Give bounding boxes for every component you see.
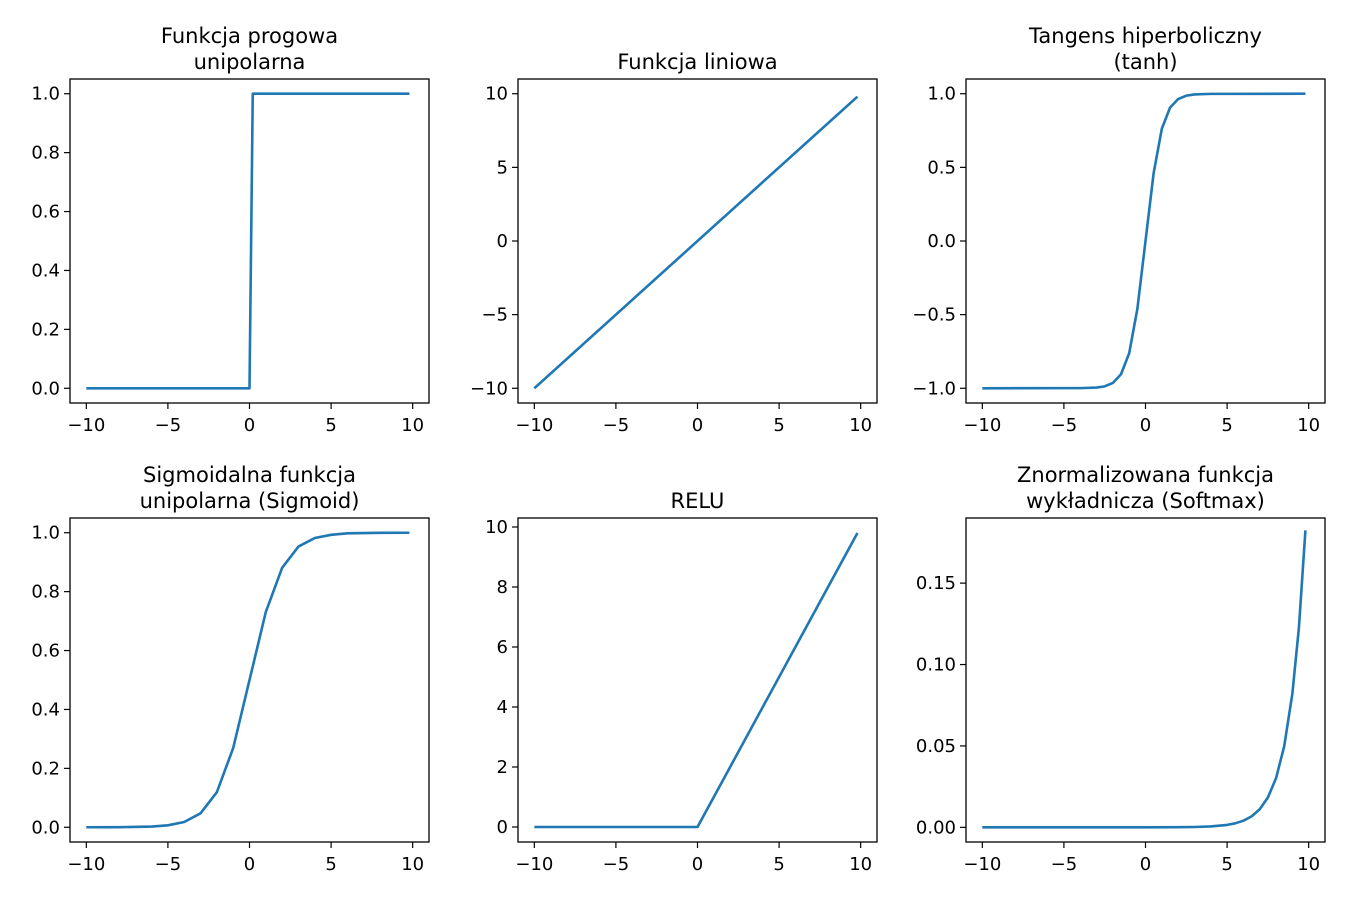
x-tick-label: 0 bbox=[244, 415, 255, 436]
y-tick-label: −5 bbox=[481, 305, 508, 326]
axes-frame bbox=[69, 517, 430, 843]
x-tick-label: −10 bbox=[67, 854, 105, 875]
y-tick-label: 0.2 bbox=[31, 758, 60, 779]
y-tick-label: 10 bbox=[485, 517, 508, 538]
y-tick-label: 0.05 bbox=[916, 736, 956, 757]
axes-frame bbox=[965, 517, 1326, 843]
y-tick-label: 1.0 bbox=[31, 523, 60, 544]
subplot-title: unipolarna bbox=[194, 50, 306, 74]
x-tick-label: 0 bbox=[244, 854, 255, 875]
axes-frame bbox=[69, 78, 430, 404]
subplot-title: Sigmoidalna funkcja bbox=[143, 463, 356, 487]
x-tick-label: −5 bbox=[155, 854, 182, 875]
x-tick-label: −5 bbox=[155, 415, 182, 436]
y-tick-label: 0.8 bbox=[31, 582, 60, 603]
series-line bbox=[86, 92, 410, 390]
x-tick-label: 10 bbox=[849, 415, 872, 436]
y-tick-label: 10 bbox=[485, 84, 508, 105]
y-tick-label: −10 bbox=[470, 378, 508, 399]
y-tick-label: 5 bbox=[497, 157, 508, 178]
subplot-title: Znormalizowana funkcja bbox=[1017, 463, 1274, 487]
y-tick-label: 4 bbox=[497, 697, 508, 718]
x-tick-label: −5 bbox=[603, 415, 630, 436]
y-tick-label: 6 bbox=[497, 637, 508, 658]
x-tick-label: 10 bbox=[849, 854, 872, 875]
series-line bbox=[533, 95, 859, 390]
y-tick-label: 0.4 bbox=[31, 260, 60, 281]
axes-frame bbox=[965, 78, 1326, 404]
y-tick-label: −0.5 bbox=[912, 305, 956, 326]
y-tick-label: 1.0 bbox=[927, 84, 956, 105]
x-tick-label: −10 bbox=[515, 854, 553, 875]
subplot-title: Funkcja liniowa bbox=[617, 50, 777, 74]
y-tick-label: 0.15 bbox=[916, 573, 956, 594]
x-tick-label: 0 bbox=[692, 854, 703, 875]
y-tick-label: 0 bbox=[497, 231, 508, 252]
x-tick-label: 0 bbox=[692, 415, 703, 436]
x-tick-label: 10 bbox=[1297, 854, 1320, 875]
y-tick-label: 0.5 bbox=[927, 157, 956, 178]
x-tick-label: −10 bbox=[515, 415, 553, 436]
y-tick-label: 0.8 bbox=[31, 143, 60, 164]
x-tick-label: 5 bbox=[773, 415, 784, 436]
y-tick-label: 2 bbox=[497, 757, 508, 778]
subplot-5: RELU −10 −5 0 5 10 0 2 4 6 8 10 bbox=[485, 489, 878, 875]
series-line bbox=[86, 531, 410, 829]
y-tick-label: 0.00 bbox=[916, 817, 956, 838]
subplot-title: unipolarna (Sigmoid) bbox=[140, 489, 360, 513]
subplot-title: RELU bbox=[671, 489, 725, 513]
series-line bbox=[534, 532, 859, 829]
x-tick-label: 10 bbox=[401, 415, 424, 436]
y-tick-label: 0.0 bbox=[31, 378, 60, 399]
subplot-title: (tanh) bbox=[1113, 50, 1177, 74]
y-tick-label: 0.4 bbox=[31, 699, 60, 720]
series-line bbox=[982, 92, 1306, 390]
x-tick-label: 5 bbox=[1221, 415, 1232, 436]
y-tick-label: 1.0 bbox=[31, 84, 60, 105]
y-tick-label: 0.10 bbox=[916, 655, 956, 676]
x-tick-label: −10 bbox=[67, 415, 105, 436]
y-tick-label: 8 bbox=[497, 577, 508, 598]
y-tick-label: −1.0 bbox=[912, 378, 956, 399]
subplot-2: Funkcja liniowa −10 −5 0 5 10 −10 −5 0 5 10 bbox=[470, 50, 878, 436]
y-tick-label: 0.0 bbox=[927, 231, 956, 252]
x-tick-label: 10 bbox=[401, 854, 424, 875]
x-tick-label: 5 bbox=[1221, 854, 1232, 875]
y-tick-label: 0.2 bbox=[31, 319, 60, 340]
y-tick-label: 0.6 bbox=[31, 641, 60, 662]
subplot-title: Funkcja progowa bbox=[161, 24, 338, 48]
axes-frame bbox=[517, 517, 878, 843]
x-tick-label: 0 bbox=[1140, 854, 1151, 875]
axes-frame bbox=[517, 78, 878, 404]
x-tick-label: 5 bbox=[773, 854, 784, 875]
subplot-title: Tangens hiperboliczny bbox=[1028, 24, 1262, 48]
x-tick-label: −10 bbox=[963, 854, 1001, 875]
subplot-3: Tangens hiperboliczny(tanh) −10 −5 0 5 10 −1.0… bbox=[912, 24, 1326, 436]
x-tick-label: 10 bbox=[1297, 415, 1320, 436]
x-tick-label: −5 bbox=[1051, 854, 1078, 875]
y-tick-label: 0.6 bbox=[31, 202, 60, 223]
x-tick-label: −5 bbox=[1051, 415, 1078, 436]
x-tick-label: 5 bbox=[325, 415, 336, 436]
y-tick-label: 0.0 bbox=[31, 817, 60, 838]
subplot-title: wykładnicza (Softmax) bbox=[1026, 489, 1265, 513]
x-tick-label: 0 bbox=[1140, 415, 1151, 436]
x-tick-label: −10 bbox=[963, 415, 1001, 436]
x-tick-label: 5 bbox=[325, 854, 336, 875]
x-tick-label: −5 bbox=[603, 854, 630, 875]
series-line bbox=[982, 530, 1307, 829]
y-tick-label: 0 bbox=[497, 817, 508, 838]
